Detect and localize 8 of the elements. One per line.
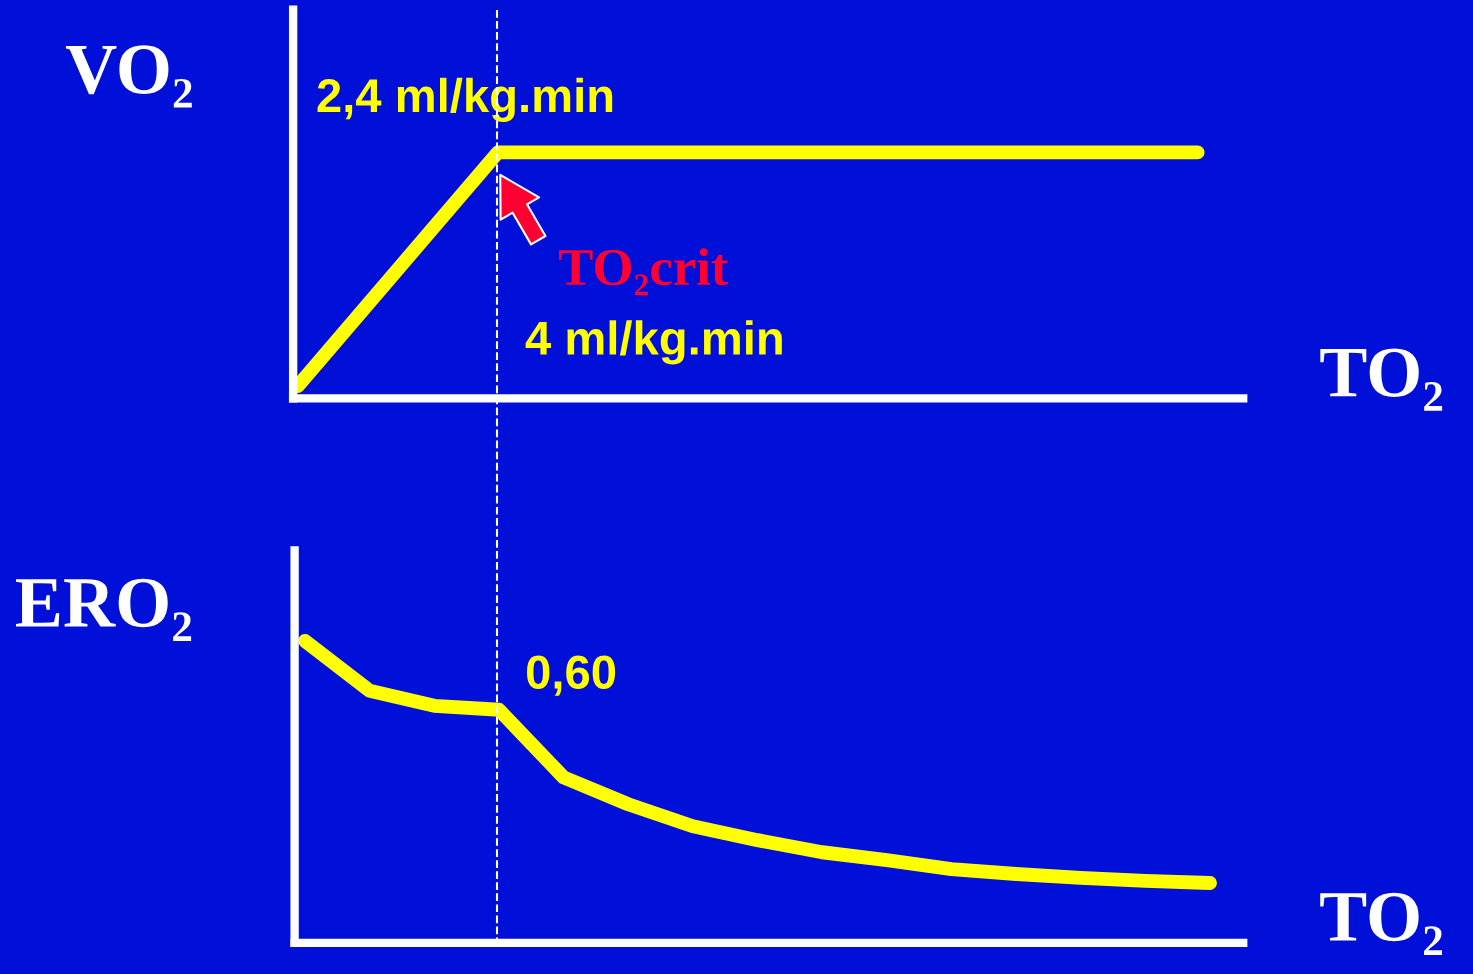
annotation: 4 ml/kg.min <box>525 320 782 365</box>
annotation: 0,60 <box>526 655 616 696</box>
y-axis-title: ERO₂ <box>15 578 192 641</box>
annotation: TO₂crit <box>559 248 729 296</box>
y-axis-title: VO₂ <box>65 45 192 108</box>
x-axis-title: TO₂ <box>1320 892 1442 955</box>
text: 2,4 ml/kg.min <box>317 77 613 123</box>
x-axis-title: TO₂ <box>1320 348 1443 411</box>
